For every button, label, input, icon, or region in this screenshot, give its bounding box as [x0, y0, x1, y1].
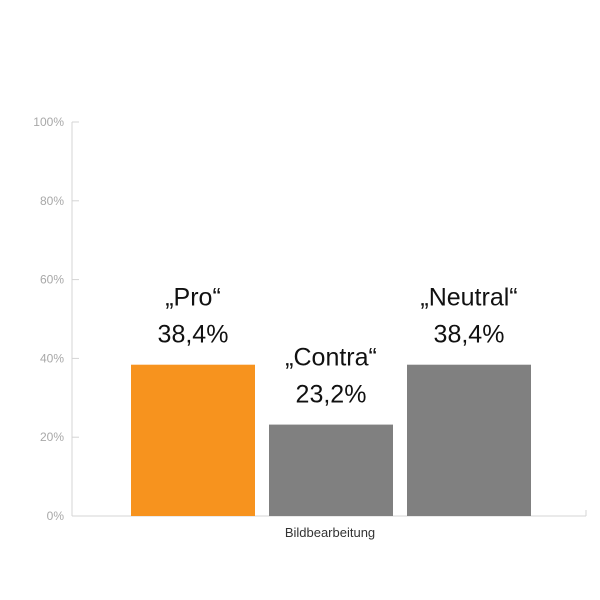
- y-axis-ticks: 0% 20% 40% 60% 80% 100%: [33, 115, 79, 523]
- y-tick-label: 100%: [33, 115, 64, 129]
- y-tick-label: 60%: [40, 273, 64, 287]
- y-tick-label: 20%: [40, 430, 64, 444]
- bar-series-label: „Pro“: [165, 284, 221, 312]
- bar-value-label: 38,4%: [158, 321, 229, 349]
- bar-2: [407, 364, 531, 516]
- y-tick-label: 0%: [47, 509, 65, 523]
- bars: [131, 364, 531, 516]
- bar-value-label: 23,2%: [296, 381, 367, 409]
- bar-series-label: „Contra“: [285, 344, 377, 372]
- bar-series-label: „Neutral“: [420, 284, 517, 312]
- bar-1: [269, 424, 393, 516]
- bar-value-label: 38,4%: [434, 321, 505, 349]
- y-tick-label: 80%: [40, 194, 64, 208]
- bar-0: [131, 364, 255, 516]
- data-labels: „Pro“ 38,4% „Contra“ 23,2% „Neutral“ 38,4%: [158, 284, 518, 409]
- y-tick-label: 40%: [40, 351, 64, 365]
- x-category-label: Bildbearbeitung: [285, 525, 375, 540]
